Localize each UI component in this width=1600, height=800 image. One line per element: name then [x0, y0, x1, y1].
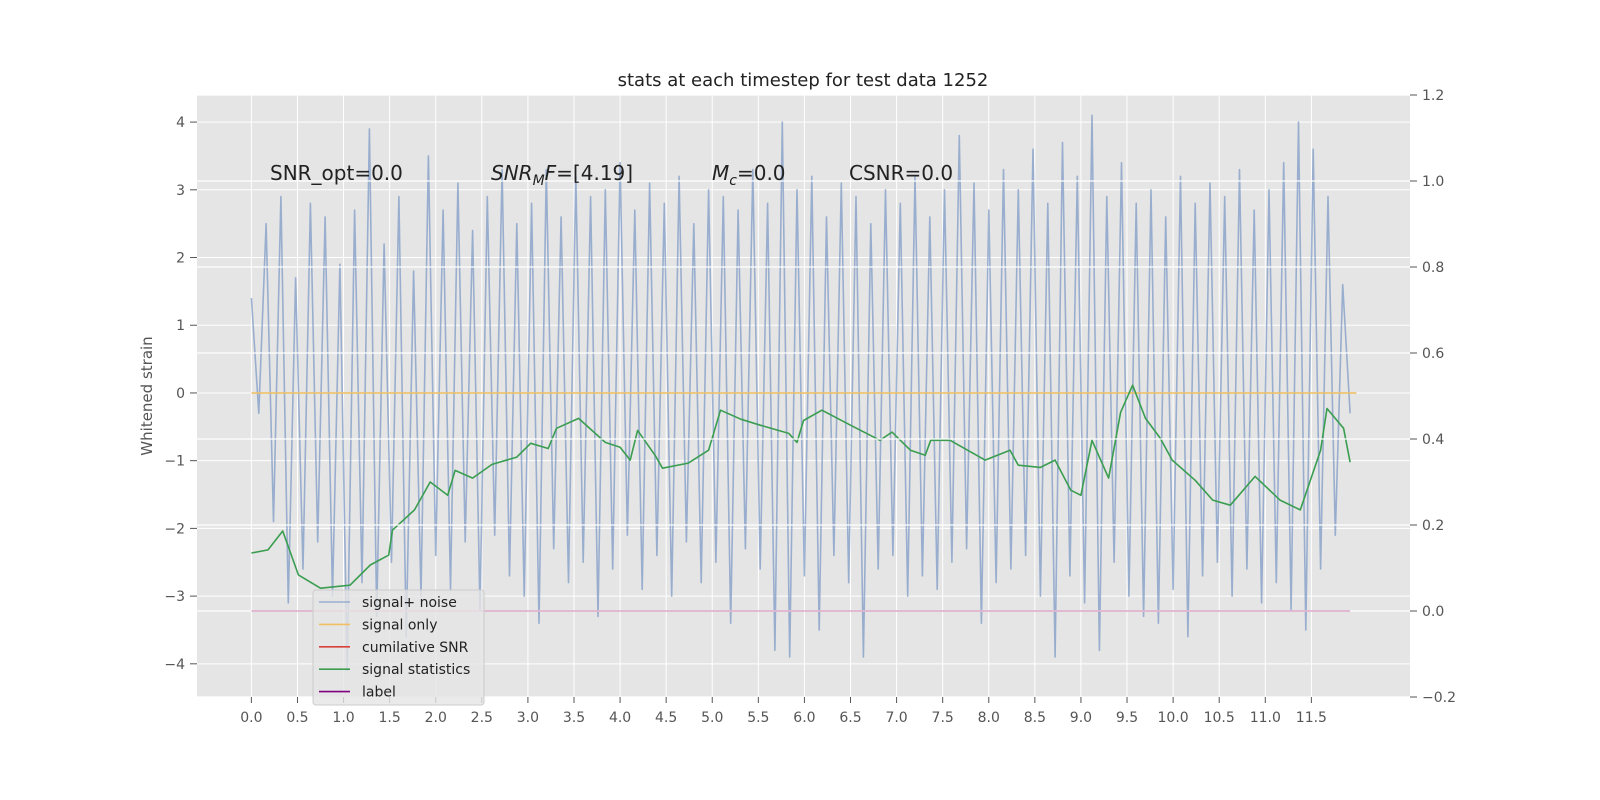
x-tick-label: 0.0: [240, 710, 262, 726]
x-tick-label: 8.5: [1024, 710, 1046, 726]
y2-tick-label: 1.2: [1422, 88, 1444, 104]
legend-label: signal only: [362, 617, 437, 633]
annotation-part: M: [712, 161, 729, 185]
legend-box: [312, 589, 485, 706]
x-tick-label: 2.5: [471, 710, 493, 726]
annotation-part: SNR: [491, 161, 533, 185]
y-tick-label: −3: [164, 589, 185, 605]
y-tick-label: 2: [176, 251, 185, 267]
x-tick-label: 3.5: [563, 710, 585, 726]
x-tick-label: 11.5: [1296, 710, 1327, 726]
x-tick-label: 5.5: [747, 710, 769, 726]
x-tick-label: 7.0: [885, 710, 907, 726]
x-tick-label: 1.0: [332, 710, 354, 726]
annotation: SNR_opt=0.0: [270, 161, 403, 185]
annotation-part: =[4.19]: [556, 161, 633, 185]
annotation: CSNR=0.0: [849, 161, 953, 185]
x-tick-label: 5.0: [701, 710, 723, 726]
y2-tick-label: 0.8: [1422, 260, 1444, 276]
annotation: SNRMF=[4.19]: [491, 161, 633, 189]
x-tick-label: 1.5: [379, 710, 401, 726]
x-tick-label: 10.0: [1158, 710, 1189, 726]
x-tick-label: 4.0: [609, 710, 631, 726]
x-tick-label: 3.0: [517, 710, 539, 726]
y-tick-label: 4: [176, 115, 185, 131]
y-tick-label: 0: [176, 386, 185, 402]
annotation-part: M: [533, 173, 545, 189]
annotation: Mc=0.0: [712, 161, 786, 189]
legend-label: signal statistics: [362, 662, 470, 678]
y2-tick-label: 0.4: [1422, 432, 1444, 448]
annotation-part: F: [545, 161, 557, 185]
y-tick-label: −2: [164, 521, 185, 537]
annotation-part: SNR_opt=0.0: [270, 161, 403, 185]
x-tick-label: 9.5: [1116, 710, 1138, 726]
x-tick-label: 10.5: [1204, 710, 1235, 726]
x-tick-label: 6.0: [793, 710, 815, 726]
x-tick-label: 0.5: [286, 710, 308, 726]
y-tick-label: −4: [164, 657, 185, 673]
series-line: [250, 114, 1351, 672]
y2-tick-label: 1.0: [1422, 174, 1444, 190]
x-tick-label: 9.0: [1070, 710, 1092, 726]
annotation-part: CSNR=0.0: [849, 161, 953, 185]
x-tick-label: 2.0: [425, 710, 447, 726]
y2-tick-label: 0.2: [1422, 518, 1444, 534]
x-tick-label: 4.5: [655, 710, 677, 726]
chart-title: stats at each timestep for test data 125…: [618, 70, 989, 91]
annotation-part: c: [729, 173, 737, 189]
legend: signal+ noise signal only cumilative SNR si…: [312, 589, 485, 706]
legend-label: label: [362, 685, 396, 701]
y-tick-label: −1: [164, 454, 185, 470]
x-tick-label: 8.0: [978, 710, 1000, 726]
series-line: [251, 384, 1351, 589]
x-tick-label: 7.5: [932, 710, 954, 726]
annotation-part: =0.0: [737, 161, 786, 185]
y2-tick-label: 0.6: [1422, 346, 1444, 362]
legend-label: signal+ noise: [362, 595, 457, 611]
x-tick-label: 6.5: [839, 710, 861, 726]
x-tick-label: 11.0: [1250, 710, 1281, 726]
y2-tick-label: 0.0: [1422, 604, 1444, 620]
y-tick-label: 3: [176, 183, 185, 199]
y-tick-label: 1: [176, 318, 185, 334]
legend-label: cumilative SNR: [362, 640, 469, 656]
y-axis-label: Whitened strain: [138, 336, 156, 455]
y2-tick-label: −0.2: [1422, 690, 1456, 706]
